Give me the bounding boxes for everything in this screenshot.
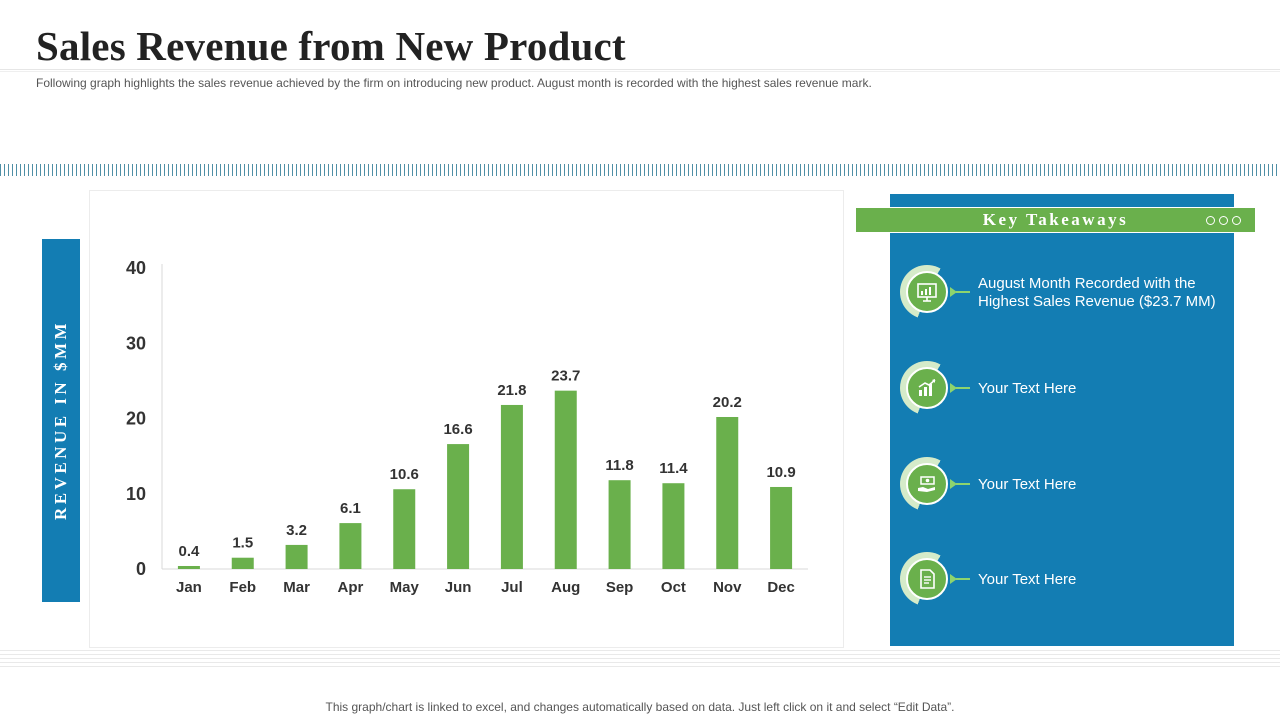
document-icon [906, 558, 948, 600]
bottom-divider [0, 650, 1280, 668]
footer-note: This graph/chart is linked to excel, and… [325, 700, 955, 714]
dots-icon [1206, 216, 1241, 225]
growth-chart-icon [906, 367, 948, 409]
page-title: Sales Revenue from New Product [36, 23, 626, 69]
chart-card [89, 190, 844, 648]
presentation-chart-icon [906, 271, 948, 313]
takeaway-text: Your Text Here [978, 380, 1077, 397]
title-divider [0, 69, 1280, 72]
takeaway-text: Your Text Here [978, 476, 1077, 493]
money-hand-icon [906, 463, 948, 505]
key-takeaways-header: Key Takeaways [855, 207, 1256, 233]
takeaway-text: Your Text Here [978, 571, 1077, 588]
takeaway-item: Your Text Here [900, 457, 1230, 513]
y-axis-label: REVENUE IN $MM [51, 319, 70, 521]
page-subtitle: Following graph highlights the sales rev… [36, 76, 872, 90]
takeaway-item: Your Text Here [900, 361, 1230, 417]
y-axis-label-bar [42, 239, 80, 602]
takeaway-item: August Month Recorded with the Highest S… [900, 265, 1230, 321]
takeaway-text: August Month Recorded with the Highest S… [978, 275, 1216, 310]
hatched-divider [0, 164, 1280, 176]
key-takeaways-title: Key Takeaways [982, 210, 1129, 229]
takeaway-item: Your Text Here [900, 552, 1230, 608]
